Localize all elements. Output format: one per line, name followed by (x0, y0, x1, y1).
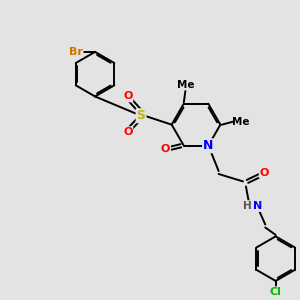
Text: Me: Me (232, 117, 250, 127)
Text: H: H (243, 201, 252, 211)
Text: N: N (253, 201, 262, 211)
Text: S: S (136, 109, 146, 122)
Text: O: O (260, 167, 269, 178)
Text: O: O (123, 92, 132, 101)
Text: Cl: Cl (270, 287, 282, 297)
Text: Br: Br (69, 47, 83, 57)
Text: O: O (161, 144, 170, 154)
Text: O: O (123, 127, 132, 137)
Text: N: N (203, 139, 213, 152)
Text: Me: Me (177, 80, 194, 90)
